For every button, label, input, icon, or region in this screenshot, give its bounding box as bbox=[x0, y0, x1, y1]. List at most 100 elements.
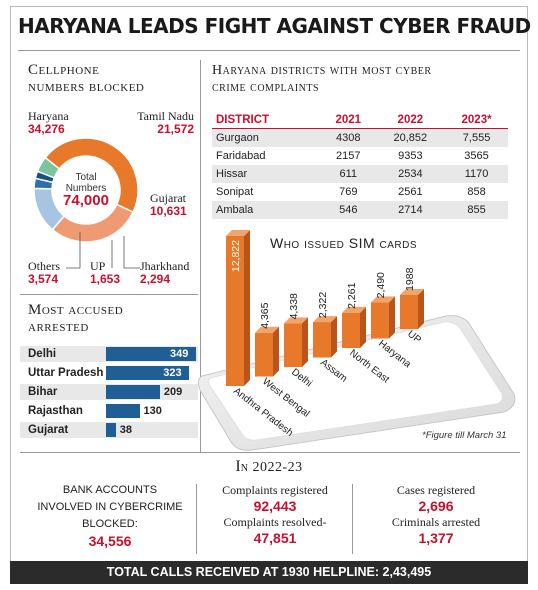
cellphone-title-line1: Cellphone bbox=[28, 62, 100, 78]
sim-bar-top bbox=[313, 316, 337, 323]
sim-bar-top bbox=[284, 317, 308, 324]
sim-bar-haryana bbox=[371, 302, 389, 339]
arrested-value: 349 bbox=[170, 348, 189, 360]
cellphone-donut-chart: Total Numbers 74,000 bbox=[33, 137, 139, 243]
arrested-value: 323 bbox=[163, 367, 182, 379]
sim-bar-top bbox=[226, 230, 250, 236]
cell-2022: 20,852 bbox=[375, 128, 446, 147]
label-tamil-nadu: Tamil Nadu 21,572 bbox=[128, 110, 194, 136]
cell-2022: 2714 bbox=[375, 200, 446, 219]
section-divider bbox=[200, 60, 201, 452]
arrested-rule bbox=[20, 294, 198, 295]
helpline-footer: TOTAL CALLS RECEIVED AT 1930 HELPLINE: 2… bbox=[10, 561, 528, 584]
sim-value-label: 4,365 bbox=[259, 302, 271, 328]
donut-leader-lines bbox=[66, 232, 140, 269]
leader-jharkhand bbox=[123, 236, 140, 269]
cases-value: 2,696 bbox=[418, 498, 454, 514]
sim-bar-side bbox=[244, 230, 250, 386]
arrested-title-line2: arrested bbox=[28, 319, 89, 335]
cell-2023: 1170 bbox=[445, 164, 508, 183]
complaints-stat: Complaints registered 92,443 Complaints … bbox=[200, 482, 350, 546]
arrested-bar bbox=[106, 404, 140, 418]
label-jharkhand-value: 2,294 bbox=[140, 272, 171, 286]
table-row: Ambala 546 2714 855 bbox=[212, 200, 508, 219]
complaints-registered-value: 92,443 bbox=[253, 498, 297, 514]
bank-line2: INVOLVED IN CYBERCRIME bbox=[37, 501, 183, 513]
bank-line3: BLOCKED: bbox=[82, 518, 138, 530]
label-haryana-name: Haryana bbox=[28, 109, 69, 123]
cell-2021: 2157 bbox=[336, 149, 361, 162]
sim-bar-side bbox=[360, 306, 366, 348]
cell-2022: 2534 bbox=[375, 164, 446, 183]
cases-label: Cases registered bbox=[396, 483, 476, 497]
cases-stat: Cases registered 2,696 Criminals arreste… bbox=[356, 482, 516, 546]
sim-value-label: 1988 bbox=[404, 267, 416, 291]
arrested-title-line1: Most accused bbox=[28, 302, 124, 318]
districts-title-line1: Haryana districts with most cyber bbox=[212, 63, 432, 78]
arrested-state-label: Gujarat bbox=[28, 424, 69, 436]
complaints-resolved-label: Complaints resolved- bbox=[223, 515, 327, 529]
sim-bar-top bbox=[342, 306, 366, 313]
donut-center-label-line: Total bbox=[75, 172, 96, 183]
label-tamil-nadu-name: Tamil Nadu bbox=[137, 109, 194, 123]
donut-center-label-line: Numbers bbox=[66, 183, 107, 194]
donut-center-label: Total Numbers bbox=[66, 172, 107, 194]
label-gujarat: Gujarat 10,631 bbox=[150, 192, 187, 218]
sim-value-label: 2,490 bbox=[375, 272, 387, 298]
sim-value-label: 12,822 bbox=[230, 240, 242, 272]
arrested-state-label: Rajasthan bbox=[28, 405, 83, 417]
phone-screen bbox=[208, 321, 503, 441]
cell-district: Hissar bbox=[212, 164, 321, 183]
sim-value-label: 2,261 bbox=[346, 282, 358, 308]
arrested-value: 130 bbox=[143, 405, 162, 417]
cell-district: Ambala bbox=[212, 200, 321, 219]
cell-2023: 3565 bbox=[464, 149, 489, 162]
donut-center-value: 74,000 bbox=[63, 192, 109, 209]
label-up-value: 1,653 bbox=[90, 272, 121, 286]
stats-divider-2 bbox=[352, 484, 353, 554]
col-2022: 2022 bbox=[375, 112, 446, 129]
label-up-name: UP bbox=[90, 259, 106, 273]
arrested-title: Most accused arrested bbox=[28, 302, 123, 336]
headline: HARYANA LEADS FIGHT AGAINST CYBER FRAUD bbox=[18, 14, 531, 38]
sim-bar-side bbox=[331, 316, 337, 358]
label-up: UP 1,653 bbox=[90, 260, 120, 286]
sim-value-label: 2,322 bbox=[317, 292, 329, 318]
sim-bar-up bbox=[400, 294, 418, 329]
cell-2023: 7,555 bbox=[445, 128, 508, 147]
bank-accounts-stat: BANK ACCOUNTS INVOLVED IN CYBERCRIME BLO… bbox=[30, 482, 190, 550]
col-district: DISTRICT bbox=[212, 112, 321, 129]
criminals-label: Criminals arrested bbox=[391, 515, 481, 529]
stats-divider-1 bbox=[196, 484, 197, 554]
arrested-state-label: Uttar Pradesh bbox=[28, 367, 104, 379]
arrested-state-label: Bihar bbox=[28, 386, 58, 398]
label-haryana: Haryana 34,276 bbox=[28, 110, 69, 136]
cellphone-title-line2: numbers blocked bbox=[28, 79, 145, 95]
donut-slice-others bbox=[36, 156, 61, 179]
table-row: Hissar 611 2534 1170 bbox=[212, 164, 508, 183]
sim-bar-top bbox=[371, 296, 395, 303]
label-gujarat-name: Gujarat bbox=[150, 191, 186, 205]
sim-bar-west-bengal bbox=[255, 332, 273, 377]
complaints-registered-label: Complaints registered bbox=[222, 483, 328, 497]
col-2021: 2021 bbox=[320, 112, 376, 129]
districts-header-row: DISTRICT 2021 2022 2023* bbox=[212, 112, 508, 129]
cell-district: Sonipat bbox=[216, 185, 254, 198]
sim-bar-top bbox=[400, 288, 424, 295]
col-2023: 2023* bbox=[445, 112, 508, 129]
label-jharkhand-name: Jharkhand bbox=[140, 259, 190, 273]
sim-bar-assam bbox=[313, 322, 331, 358]
sim-chart-title: Who issued SIM cards bbox=[270, 235, 417, 251]
label-others-name: Others bbox=[28, 259, 60, 273]
sim-bar-north-east bbox=[342, 312, 360, 348]
donut-slice-haryana bbox=[44, 137, 139, 214]
table-row: Faridabad 2157 9353 3565 bbox=[212, 147, 508, 165]
period-cap: I bbox=[235, 458, 241, 475]
districts-title-line2: crime complaints bbox=[212, 80, 320, 95]
cell-2023: 855 bbox=[445, 200, 508, 219]
arrested-value: 209 bbox=[163, 386, 183, 398]
arrested-value: 38 bbox=[119, 424, 133, 436]
leader-others bbox=[66, 232, 81, 269]
sim-footnote: *Figure till March 31 bbox=[422, 430, 506, 441]
